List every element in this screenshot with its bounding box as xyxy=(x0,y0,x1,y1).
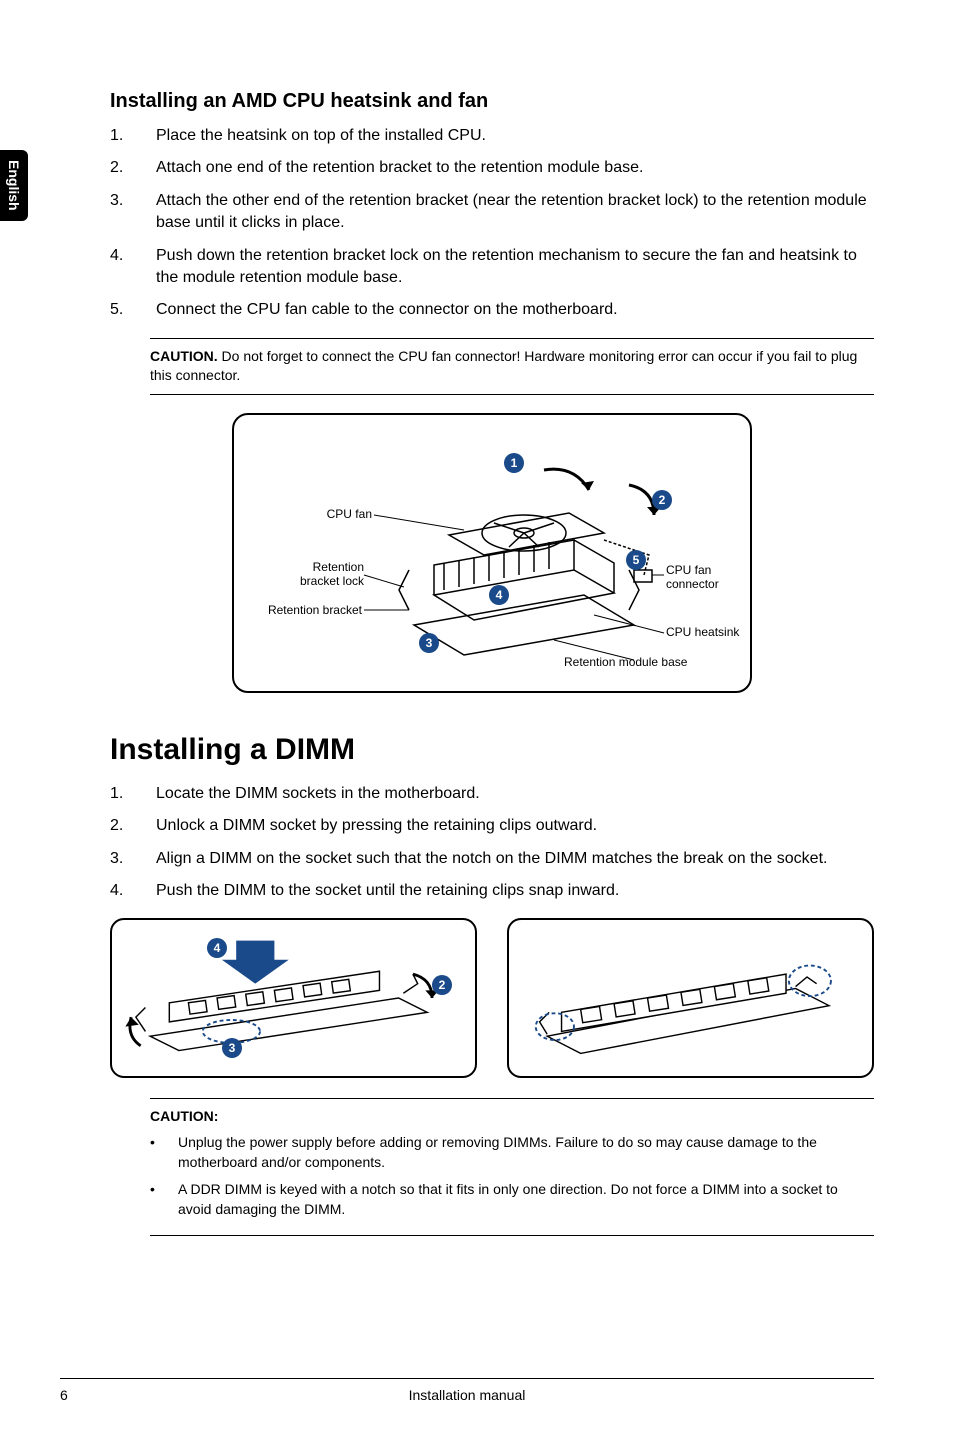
caution-item: • Unplug the power supply before adding o… xyxy=(150,1133,874,1172)
step-item: 4. Push the DIMM to the socket until the … xyxy=(110,880,874,902)
heatsink-steps: 1. Place the heatsink on top of the insta… xyxy=(110,125,874,322)
heatsink-diagram: 1 2 3 4 5 CPU fan Retention bracket lock… xyxy=(232,413,752,693)
step-number: 4. xyxy=(110,245,128,290)
caution-text: Unplug the power supply before adding or… xyxy=(178,1133,874,1172)
language-tab: English xyxy=(0,150,28,221)
label-cpu-heatsink: CPU heatsink xyxy=(666,625,739,639)
footer-title: Installation manual xyxy=(409,1387,526,1403)
step-text: Push the DIMM to the socket until the re… xyxy=(156,880,619,902)
diagram-badge-5: 5 xyxy=(626,550,646,570)
page-footer: 6 Installation manual xyxy=(60,1378,874,1403)
step-item: 3. Attach the other end of the retention … xyxy=(110,190,874,235)
step-number: 2. xyxy=(110,157,128,179)
step-number: 3. xyxy=(110,190,128,235)
step-text: Attach one end of the retention bracket … xyxy=(156,157,643,179)
step-text: Place the heatsink on top of the install… xyxy=(156,125,486,147)
step-item: 1. Place the heatsink on top of the insta… xyxy=(110,125,874,147)
label-cpu-fan: CPU fan xyxy=(294,507,372,521)
dimm-caution: CAUTION: • Unplug the power supply before… xyxy=(150,1098,874,1236)
step-item: 1. Locate the DIMM sockets in the motherb… xyxy=(110,783,874,805)
step-number: 1. xyxy=(110,783,128,805)
bullet-icon: • xyxy=(150,1133,160,1172)
diagram-badge-2: 2 xyxy=(652,490,672,510)
dimm-heading: Installing a DIMM xyxy=(110,733,874,767)
dimm-diagram-right xyxy=(507,918,874,1078)
step-text: Align a DIMM on the socket such that the… xyxy=(156,848,827,870)
caution-text: Do not forget to connect the CPU fan con… xyxy=(150,348,857,384)
step-item: 3. Align a DIMM on the socket such that t… xyxy=(110,848,874,870)
dimm-svg-right xyxy=(509,920,872,1076)
step-text: Locate the DIMM sockets in the motherboa… xyxy=(156,783,480,805)
label-retention-bracket: Retention bracket xyxy=(252,603,362,617)
page-number: 6 xyxy=(60,1387,68,1403)
diagram-badge-1: 1 xyxy=(504,453,524,473)
step-text: Unlock a DIMM socket by pressing the ret… xyxy=(156,815,597,837)
caution-text: A DDR DIMM is keyed with a notch so that… xyxy=(178,1180,874,1219)
step-text: Attach the other end of the retention br… xyxy=(156,190,874,235)
step-item: 4. Push down the retention bracket lock o… xyxy=(110,245,874,290)
step-number: 3. xyxy=(110,848,128,870)
label-fan-connector: CPU fan connector xyxy=(666,563,736,591)
diagram-badge-4: 4 xyxy=(489,585,509,605)
step-text: Push down the retention bracket lock on … xyxy=(156,245,874,290)
caution-item: • A DDR DIMM is keyed with a notch so tha… xyxy=(150,1180,874,1219)
caution-label: CAUTION. xyxy=(150,348,218,364)
dimm-steps: 1. Locate the DIMM sockets in the motherb… xyxy=(110,783,874,903)
label-module-base: Retention module base xyxy=(564,655,687,669)
down-arrow-icon xyxy=(222,941,289,984)
bullet-icon: • xyxy=(150,1180,160,1219)
diagram-badge-3: 3 xyxy=(419,633,439,653)
step-item: 2. Attach one end of the retention bracke… xyxy=(110,157,874,179)
step-item: 5. Connect the CPU fan cable to the conne… xyxy=(110,299,874,321)
dimm-diagram-left: 4 2 3 xyxy=(110,918,477,1078)
step-number: 4. xyxy=(110,880,128,902)
label-bracket-lock: Retention bracket lock xyxy=(274,560,364,588)
heatsink-heading: Installing an AMD CPU heatsink and fan xyxy=(110,90,874,113)
dimm-svg-left xyxy=(112,920,475,1076)
step-text: Connect the CPU fan cable to the connect… xyxy=(156,299,618,321)
dimm-diagrams: 4 2 3 xyxy=(110,918,874,1078)
step-number: 5. xyxy=(110,299,128,321)
step-number: 1. xyxy=(110,125,128,147)
heatsink-caution: CAUTION. Do not forget to connect the CP… xyxy=(150,338,874,395)
step-number: 2. xyxy=(110,815,128,837)
caution-label: CAUTION: xyxy=(150,1108,218,1124)
heatsink-svg xyxy=(234,415,754,695)
step-item: 2. Unlock a DIMM socket by pressing the r… xyxy=(110,815,874,837)
